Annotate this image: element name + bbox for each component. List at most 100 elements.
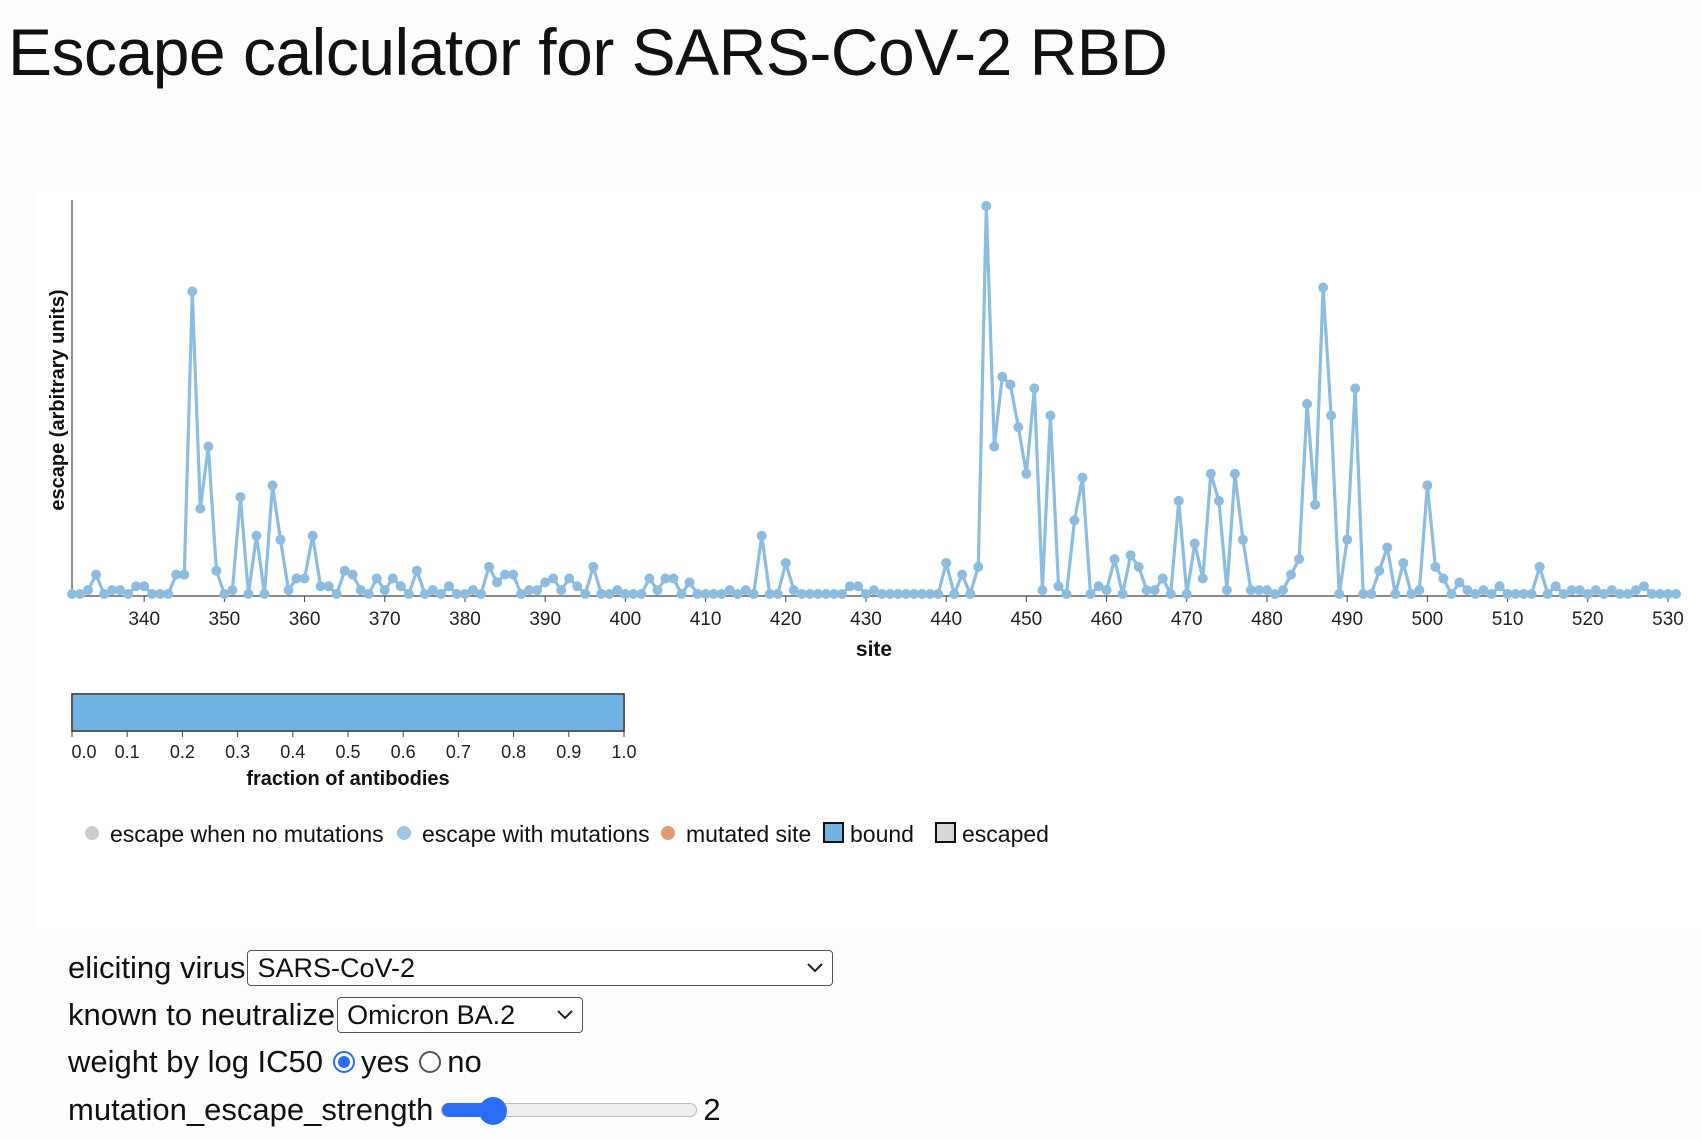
escape-point	[1286, 569, 1297, 580]
escape-point	[684, 577, 695, 588]
escape-point	[965, 589, 976, 599]
escape-point	[740, 585, 751, 596]
escape-point	[1638, 581, 1649, 592]
page-title: Escape calculator for SARS-CoV-2 RBD	[8, 15, 1168, 89]
escape-point	[973, 561, 984, 572]
escape-point	[828, 589, 839, 599]
escape-point	[1141, 585, 1152, 596]
escape-point	[1109, 554, 1120, 565]
escape-point	[1261, 585, 1272, 596]
escape-point	[941, 557, 952, 568]
escape-point	[1069, 515, 1080, 526]
escape-point	[1574, 585, 1585, 596]
known-to-neutralize-select[interactable]: Omicron BA.2	[337, 997, 584, 1033]
escape-point	[419, 589, 430, 599]
escape-point	[1526, 589, 1537, 599]
escape-point	[291, 573, 302, 584]
escape-point	[508, 569, 519, 580]
colorbar-tick-label: 0.4	[280, 742, 305, 762]
escape-point	[259, 589, 270, 599]
escape-point	[668, 573, 679, 584]
escape-point	[171, 569, 182, 580]
escape-point	[1077, 472, 1088, 483]
escape-point	[1302, 398, 1313, 409]
escape-point	[981, 201, 992, 211]
escape-point	[1117, 589, 1128, 599]
x-tick-label: 530	[1652, 609, 1684, 630]
mutation-escape-strength-slider[interactable]	[441, 1097, 698, 1125]
legend-label-0: escape when no mutations	[110, 821, 384, 847]
escape-point	[1478, 585, 1489, 596]
escape-point	[1149, 585, 1160, 596]
escape-point	[724, 585, 735, 596]
escape-point	[1350, 383, 1361, 394]
escape-point	[275, 534, 286, 545]
escape-point	[1518, 589, 1529, 599]
colorbar-tick-label: 0.5	[335, 742, 360, 762]
escape-point	[1358, 589, 1369, 599]
escape-point	[484, 561, 495, 572]
x-tick-label: 370	[369, 609, 401, 630]
escape-point	[708, 589, 719, 599]
escape-point	[115, 585, 126, 596]
escape-point	[243, 589, 254, 599]
slider-thumb[interactable]	[479, 1097, 508, 1125]
escape-point	[1189, 538, 1200, 549]
escape-point	[1550, 581, 1561, 592]
escape-point	[620, 589, 631, 599]
escape-point	[179, 569, 190, 580]
escape-point	[1053, 581, 1064, 592]
radio-yes[interactable]	[333, 1051, 356, 1073]
colorbar-label: fraction of antibodies	[246, 768, 449, 790]
radio-no[interactable]	[419, 1051, 442, 1073]
escape-point	[1318, 282, 1329, 293]
escape-point	[155, 589, 166, 599]
x-tick-label: 380	[449, 609, 481, 630]
legend-marker-4	[935, 822, 956, 843]
x-tick-label: 440	[930, 609, 962, 630]
escape-point	[500, 569, 511, 580]
escape-point	[893, 589, 904, 599]
escape-point	[820, 589, 831, 599]
escape-point	[1213, 495, 1224, 506]
escape-point	[612, 585, 623, 596]
x-tick-label: 490	[1331, 609, 1363, 630]
escape-point	[476, 589, 487, 599]
escape-point	[1558, 589, 1569, 599]
colorbar-tick-label: 0.7	[446, 742, 471, 762]
escape-point	[796, 589, 807, 599]
escape-point	[83, 585, 94, 596]
escape-point	[1374, 565, 1385, 576]
escape-point	[395, 581, 406, 592]
escape-point	[700, 589, 711, 599]
escape-point	[524, 585, 535, 596]
escape-point	[459, 589, 470, 599]
escape-point	[764, 589, 775, 599]
legend-marker-2	[661, 826, 675, 840]
colorbar-tick-label: 0.3	[225, 742, 250, 762]
escape-point	[644, 573, 655, 584]
escape-point	[1181, 589, 1192, 599]
escape-point	[1671, 589, 1681, 599]
x-tick-label: 500	[1412, 609, 1444, 630]
x-tick-label: 460	[1091, 609, 1123, 630]
escape-point	[307, 530, 318, 541]
escape-point	[1237, 534, 1248, 545]
escape-point	[1245, 585, 1256, 596]
escape-point	[283, 585, 294, 596]
escape-point	[660, 573, 671, 584]
escape-point	[315, 581, 326, 592]
x-tick-label: 430	[850, 609, 882, 630]
colorbar-tick-label: 0.0	[71, 742, 96, 762]
escape-point	[628, 589, 639, 599]
legend-label-1: escape with mutations	[422, 821, 650, 847]
weight-by-log-ic50-label: weight by log IC50	[68, 1044, 324, 1079]
x-tick-label: 390	[529, 609, 561, 630]
eliciting-virus-value: SARS-CoV-2	[257, 952, 416, 983]
escape-point	[1438, 573, 1449, 584]
escape-point	[235, 492, 246, 502]
eliciting-virus-select[interactable]: SARS-CoV-2	[247, 950, 834, 986]
escape-point	[1366, 589, 1377, 599]
known-to-neutralize-row: known to neutralize Omicron BA.2	[68, 997, 584, 1033]
legend-marker-3	[823, 822, 844, 843]
